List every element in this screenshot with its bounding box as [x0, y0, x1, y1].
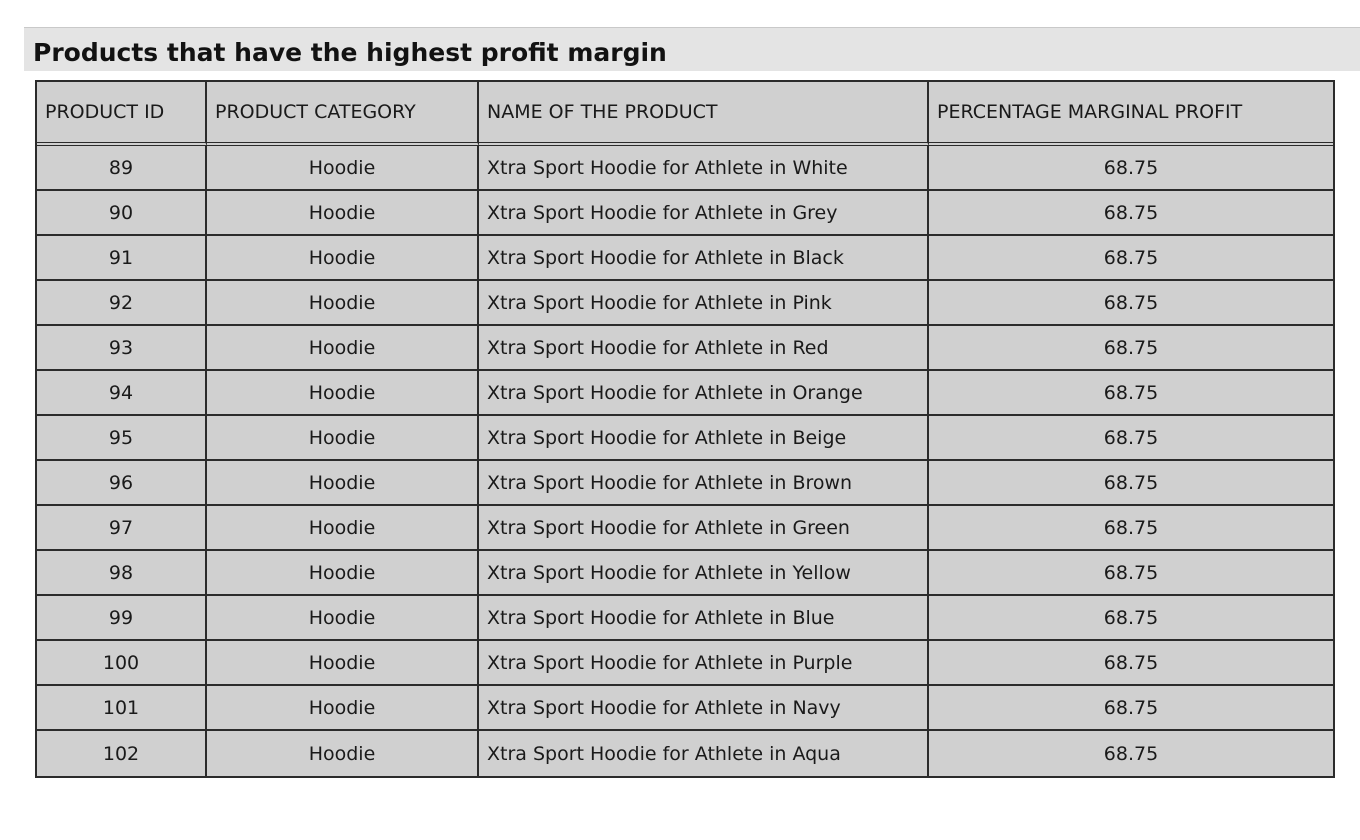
- cell-product-name: Xtra Sport Hoodie for Athlete in Yellow: [479, 551, 929, 596]
- cell-product-category: Hoodie: [207, 641, 479, 686]
- cell-product-name: Xtra Sport Hoodie for Athlete in Aqua: [479, 731, 929, 776]
- cell-product-category: Hoodie: [207, 326, 479, 371]
- cell-product-category: Hoodie: [207, 236, 479, 281]
- cell-product-name: Xtra Sport Hoodie for Athlete in Brown: [479, 461, 929, 506]
- cell-product-id: 92: [37, 281, 207, 326]
- cell-product-name: Xtra Sport Hoodie for Athlete in Blue: [479, 596, 929, 641]
- cell-product-id: 102: [37, 731, 207, 776]
- products-table-container: PRODUCT ID PRODUCT CATEGORY NAME OF THE …: [35, 80, 1335, 778]
- page-title: Products that have the highest profit ma…: [33, 38, 667, 67]
- table-row: 91 Hoodie Xtra Sport Hoodie for Athlete in…: [37, 236, 1333, 281]
- table-row: 97 Hoodie Xtra Sport Hoodie for Athlete in…: [37, 506, 1333, 551]
- header-product-id: PRODUCT ID: [37, 82, 207, 146]
- products-table: PRODUCT ID PRODUCT CATEGORY NAME OF THE …: [35, 80, 1335, 778]
- cell-product-name: Xtra Sport Hoodie for Athlete in Grey: [479, 191, 929, 236]
- cell-product-id: 99: [37, 596, 207, 641]
- table-row: 90 Hoodie Xtra Sport Hoodie for Athlete in…: [37, 191, 1333, 236]
- cell-product-category: Hoodie: [207, 281, 479, 326]
- table-row: 96 Hoodie Xtra Sport Hoodie for Athlete in…: [37, 461, 1333, 506]
- title-bar: Products that have the highest profit ma…: [24, 27, 1360, 71]
- cell-product-category: Hoodie: [207, 146, 479, 191]
- cell-product-name: Xtra Sport Hoodie for Athlete in Purple: [479, 641, 929, 686]
- cell-percentage-marginal-profit: 68.75: [929, 506, 1333, 551]
- cell-product-id: 98: [37, 551, 207, 596]
- cell-percentage-marginal-profit: 68.75: [929, 596, 1333, 641]
- cell-product-id: 95: [37, 416, 207, 461]
- cell-percentage-marginal-profit: 68.75: [929, 686, 1333, 731]
- cell-product-name: Xtra Sport Hoodie for Athlete in Beige: [479, 416, 929, 461]
- cell-product-name: Xtra Sport Hoodie for Athlete in White: [479, 146, 929, 191]
- cell-product-category: Hoodie: [207, 506, 479, 551]
- cell-product-id: 101: [37, 686, 207, 731]
- table-row: 94 Hoodie Xtra Sport Hoodie for Athlete in…: [37, 371, 1333, 416]
- cell-product-category: Hoodie: [207, 416, 479, 461]
- cell-percentage-marginal-profit: 68.75: [929, 461, 1333, 506]
- header-percentage-marginal-profit: PERCENTAGE MARGINAL PROFIT: [929, 82, 1333, 146]
- table-row: 89 Hoodie Xtra Sport Hoodie for Athlete in…: [37, 146, 1333, 191]
- cell-product-name: Xtra Sport Hoodie for Athlete in Green: [479, 506, 929, 551]
- table-row: 102 Hoodie Xtra Sport Hoodie for Athlete i…: [37, 731, 1333, 776]
- cell-percentage-marginal-profit: 68.75: [929, 416, 1333, 461]
- cell-product-id: 93: [37, 326, 207, 371]
- cell-product-category: Hoodie: [207, 596, 479, 641]
- table-row: 95 Hoodie Xtra Sport Hoodie for Athlete in…: [37, 416, 1333, 461]
- cell-percentage-marginal-profit: 68.75: [929, 191, 1333, 236]
- cell-product-name: Xtra Sport Hoodie for Athlete in Pink: [479, 281, 929, 326]
- cell-product-name: Xtra Sport Hoodie for Athlete in Black: [479, 236, 929, 281]
- cell-product-category: Hoodie: [207, 686, 479, 731]
- cell-product-category: Hoodie: [207, 731, 479, 776]
- cell-product-name: Xtra Sport Hoodie for Athlete in Orange: [479, 371, 929, 416]
- table-row: 98 Hoodie Xtra Sport Hoodie for Athlete in…: [37, 551, 1333, 596]
- cell-product-id: 89: [37, 146, 207, 191]
- table-row: 99 Hoodie Xtra Sport Hoodie for Athlete in…: [37, 596, 1333, 641]
- cell-product-id: 91: [37, 236, 207, 281]
- cell-percentage-marginal-profit: 68.75: [929, 236, 1333, 281]
- table-row: 101 Hoodie Xtra Sport Hoodie for Athlete i…: [37, 686, 1333, 731]
- cell-product-id: 100: [37, 641, 207, 686]
- table-row: 92 Hoodie Xtra Sport Hoodie for Athlete in…: [37, 281, 1333, 326]
- cell-product-id: 97: [37, 506, 207, 551]
- cell-product-id: 94: [37, 371, 207, 416]
- cell-percentage-marginal-profit: 68.75: [929, 371, 1333, 416]
- table-row: 100 Hoodie Xtra Sport Hoodie for Athlete i…: [37, 641, 1333, 686]
- cell-product-category: Hoodie: [207, 551, 479, 596]
- header-product-category: PRODUCT CATEGORY: [207, 82, 479, 146]
- cell-product-category: Hoodie: [207, 371, 479, 416]
- cell-percentage-marginal-profit: 68.75: [929, 641, 1333, 686]
- cell-product-id: 96: [37, 461, 207, 506]
- cell-percentage-marginal-profit: 68.75: [929, 731, 1333, 776]
- table-row: 93 Hoodie Xtra Sport Hoodie for Athlete in…: [37, 326, 1333, 371]
- cell-percentage-marginal-profit: 68.75: [929, 551, 1333, 596]
- header-product-name: NAME OF THE PRODUCT: [479, 82, 929, 146]
- cell-product-id: 90: [37, 191, 207, 236]
- cell-percentage-marginal-profit: 68.75: [929, 281, 1333, 326]
- cell-product-category: Hoodie: [207, 191, 479, 236]
- cell-product-category: Hoodie: [207, 461, 479, 506]
- table-header-row: PRODUCT ID PRODUCT CATEGORY NAME OF THE …: [37, 82, 1333, 146]
- table-body: 89 Hoodie Xtra Sport Hoodie for Athlete in…: [37, 146, 1333, 776]
- cell-product-name: Xtra Sport Hoodie for Athlete in Navy: [479, 686, 929, 731]
- cell-percentage-marginal-profit: 68.75: [929, 326, 1333, 371]
- cell-product-name: Xtra Sport Hoodie for Athlete in Red: [479, 326, 929, 371]
- cell-percentage-marginal-profit: 68.75: [929, 146, 1333, 191]
